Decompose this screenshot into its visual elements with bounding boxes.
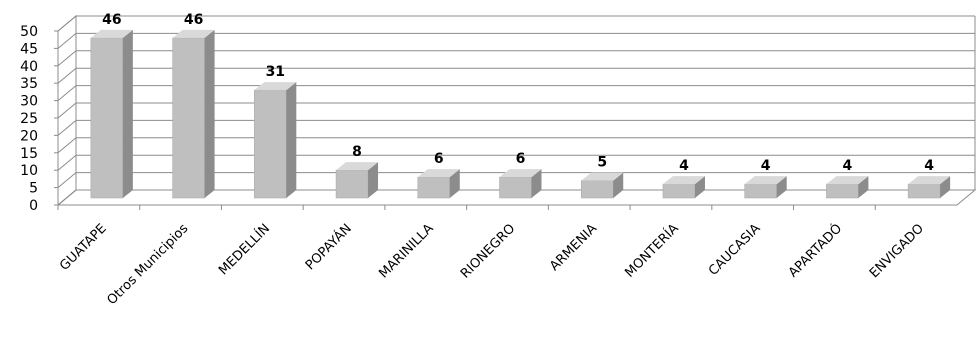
y-tick-label: 0 (29, 198, 38, 214)
bar-top (744, 176, 787, 185)
gridline-side (57, 120, 77, 136)
y-tick-label: 35 (20, 76, 38, 92)
x-tick-label: Otros Municipios (105, 221, 192, 308)
data-label: 4 (679, 158, 689, 174)
bar-front (172, 37, 205, 199)
bar-side (531, 169, 542, 198)
y-tick-label: 30 (20, 94, 38, 110)
data-label: 4 (761, 158, 771, 174)
bar-top (90, 29, 133, 38)
gridline-side (57, 67, 77, 84)
bar-side (286, 82, 297, 198)
bar-top (254, 82, 297, 91)
bar-front (662, 183, 696, 199)
y-tick-label: 15 (20, 146, 38, 162)
data-label: 6 (516, 151, 526, 167)
bar-top (172, 29, 215, 38)
data-label: 46 (184, 12, 203, 28)
data-label: 46 (102, 12, 121, 28)
gridline-side (57, 137, 77, 154)
y-tick-label: 20 (20, 128, 38, 144)
x-tick-label: GUATAPE (57, 221, 110, 274)
bar (826, 176, 869, 199)
data-labels: 46 46 31 8 6 6 5 4 4 4 4 (102, 12, 934, 174)
data-label: 8 (352, 144, 362, 160)
gridline-side (57, 85, 77, 101)
data-label: 5 (597, 155, 607, 171)
bar-front (499, 176, 532, 199)
bar-side (204, 29, 215, 199)
bar-front (335, 169, 369, 199)
bar (172, 29, 215, 199)
gridline-side (57, 172, 77, 188)
bar-top (908, 176, 951, 185)
x-tick-label: ENVIGADO (867, 221, 927, 281)
bar-side (940, 176, 951, 198)
gridline-side (57, 189, 77, 206)
bar-side (122, 29, 133, 199)
bar-top (826, 176, 869, 185)
gridline-side (57, 33, 77, 49)
y-tick-label: 10 (20, 163, 38, 179)
bar-side (776, 176, 787, 198)
bar (499, 169, 542, 199)
bar-front (90, 37, 124, 199)
bar-top (581, 172, 624, 181)
x-tick-label: MEDELLÍN (215, 221, 273, 279)
bar-side (694, 176, 705, 198)
x-tick-label: RIONEGRO (458, 221, 518, 281)
bar-side (613, 172, 624, 198)
x-tick-label: MARINILLA (376, 221, 436, 281)
bar-front (417, 176, 451, 199)
bar-side (858, 176, 869, 198)
bar-front (826, 183, 859, 199)
y-tick-label: 50 (20, 24, 38, 40)
bar (580, 172, 624, 199)
x-tick-label: ARMENIA (547, 221, 600, 274)
gridline-side (57, 50, 77, 67)
gridline-side (57, 15, 77, 32)
bar-top (662, 176, 705, 185)
x-tick-label: POPAYÁN (302, 221, 355, 274)
data-label: 6 (434, 151, 444, 167)
bar-front (744, 183, 777, 199)
y-tick-label: 5 (29, 181, 38, 197)
bar-front (580, 180, 614, 199)
x-tick-label: MONTERÍA (622, 220, 682, 280)
data-label: 4 (843, 158, 853, 174)
bar-top (499, 169, 542, 178)
data-label: 4 (924, 158, 934, 174)
bar (335, 162, 379, 199)
bar (417, 169, 460, 199)
x-tick-label: APARTADÓ (785, 221, 845, 281)
data-label: 31 (266, 64, 285, 80)
bar-top (336, 162, 379, 171)
bar-front (254, 89, 287, 199)
gridline-side (57, 102, 77, 119)
y-tick-label: 25 (20, 111, 38, 127)
bar (90, 29, 133, 199)
bar (907, 176, 951, 199)
y-tick-label: 45 (20, 41, 38, 57)
x-tick-label: CAUCASIA (706, 221, 764, 279)
bar-top (417, 169, 460, 178)
y-tick-label: 40 (20, 59, 38, 75)
gridline-side (57, 154, 77, 171)
bar (662, 176, 705, 199)
bar (254, 82, 297, 199)
bar-side (449, 169, 460, 198)
bar-front (907, 183, 941, 199)
bar-side (368, 162, 379, 198)
bar (744, 176, 787, 199)
bars (90, 29, 951, 199)
